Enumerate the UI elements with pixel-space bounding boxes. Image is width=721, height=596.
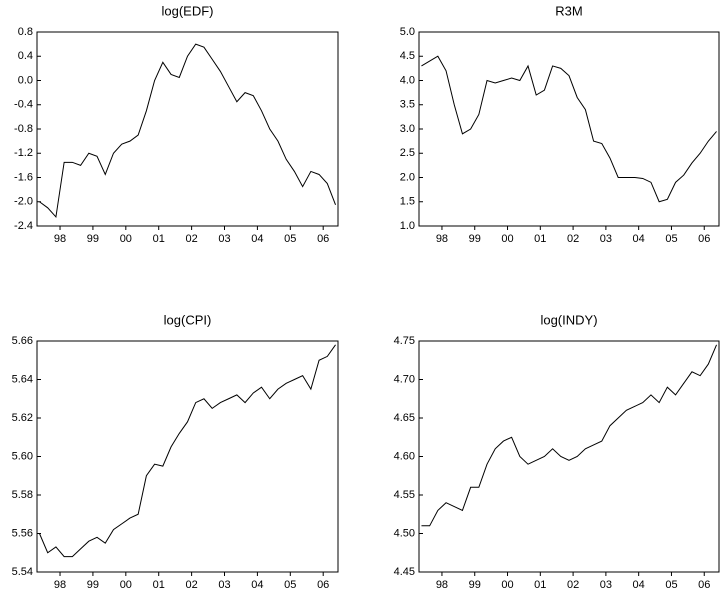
x-tick-label: 00 xyxy=(120,579,132,591)
line-series xyxy=(39,43,336,219)
y-tick-label: 0.8 xyxy=(18,26,33,38)
x-tick-label: 00 xyxy=(501,233,513,245)
y-tick-label: 4.75 xyxy=(394,335,415,347)
plot-frame xyxy=(36,340,339,573)
x-tick-label: 01 xyxy=(153,579,165,591)
x-tick-label: 02 xyxy=(185,233,197,245)
x-tick-label: 98 xyxy=(54,579,66,591)
y-tick-label: 4.55 xyxy=(394,489,415,501)
x-tick-label: 02 xyxy=(567,579,579,591)
x-tick-label: 98 xyxy=(54,233,66,245)
y-tick-label: 5.56 xyxy=(12,527,33,539)
y-tick-label: 4.70 xyxy=(394,373,415,385)
y-tick-label: 4.50 xyxy=(394,527,415,539)
x-tick-label: 04 xyxy=(633,579,645,591)
x-tick-label: 06 xyxy=(698,233,710,245)
x-tick-label: 03 xyxy=(600,233,612,245)
y-tick-label: 5.0 xyxy=(400,26,415,38)
x-tick-label: 98 xyxy=(436,579,448,591)
x-tick-label: 00 xyxy=(120,233,132,245)
y-tick-label: 5.60 xyxy=(12,450,33,462)
y-tick-label: -2.4 xyxy=(14,220,33,232)
y-tick-label: 0.0 xyxy=(18,74,33,86)
x-tick-label: 04 xyxy=(251,579,263,591)
x-tick-label: 06 xyxy=(698,579,710,591)
y-tick-label: -1.2 xyxy=(14,147,33,159)
x-tick-label: 04 xyxy=(251,233,263,245)
x-tick-label: 99 xyxy=(469,233,481,245)
y-tick-label: 4.0 xyxy=(400,74,415,86)
line-series xyxy=(421,344,718,527)
x-tick-label: 01 xyxy=(534,233,546,245)
x-tick-label: 02 xyxy=(567,233,579,245)
panel-title: log(EDF) xyxy=(161,3,213,18)
x-tick-label: 02 xyxy=(185,579,197,591)
x-tick-label: 98 xyxy=(436,233,448,245)
x-tick-label: 03 xyxy=(218,579,230,591)
y-tick-label: 5.58 xyxy=(12,489,33,501)
y-tick-label: -1.6 xyxy=(14,171,33,183)
x-tick-label: 05 xyxy=(284,233,296,245)
panel-title: log(CPI) xyxy=(164,312,212,327)
y-tick-label: 4.45 xyxy=(394,566,415,578)
y-tick-label: 5.66 xyxy=(12,335,33,347)
y-tick-label: 5.54 xyxy=(12,566,33,578)
x-tick-label: 06 xyxy=(317,233,329,245)
line-series xyxy=(421,55,717,203)
y-tick-label: 1.5 xyxy=(400,196,415,208)
y-tick-label: -2.0 xyxy=(14,196,33,208)
x-tick-label: 99 xyxy=(469,579,481,591)
plot-frame xyxy=(36,31,339,227)
panel-title: log(INDY) xyxy=(540,312,597,327)
x-tick-label: 06 xyxy=(317,579,329,591)
y-tick-label: -0.8 xyxy=(14,123,33,135)
x-tick-label: 05 xyxy=(284,579,296,591)
x-tick-label: 05 xyxy=(665,233,677,245)
line-series xyxy=(39,344,336,558)
x-tick-label: 04 xyxy=(633,233,645,245)
plot-frame xyxy=(418,31,720,227)
y-tick-label: 1.0 xyxy=(400,220,415,232)
y-tick-label: 3.0 xyxy=(400,123,415,135)
x-tick-label: 03 xyxy=(218,233,230,245)
y-tick-label: 4.5 xyxy=(400,50,415,62)
y-tick-label: -0.4 xyxy=(14,99,33,111)
x-tick-label: 03 xyxy=(600,579,612,591)
y-tick-label: 2.5 xyxy=(400,147,415,159)
x-tick-label: 05 xyxy=(665,579,677,591)
y-tick-label: 5.62 xyxy=(12,412,33,424)
x-tick-label: 01 xyxy=(153,233,165,245)
x-tick-label: 99 xyxy=(87,579,99,591)
panel-title: R3M xyxy=(555,3,582,18)
x-tick-label: 01 xyxy=(534,579,546,591)
y-tick-label: 3.5 xyxy=(400,99,415,111)
y-tick-label: 4.65 xyxy=(394,412,415,424)
y-tick-label: 5.64 xyxy=(12,373,33,385)
y-tick-label: 4.60 xyxy=(394,450,415,462)
y-tick-label: 0.4 xyxy=(18,50,33,62)
y-tick-label: 2.0 xyxy=(400,171,415,183)
x-tick-label: 00 xyxy=(501,579,513,591)
plot-frame xyxy=(418,340,720,573)
x-tick-label: 99 xyxy=(87,233,99,245)
